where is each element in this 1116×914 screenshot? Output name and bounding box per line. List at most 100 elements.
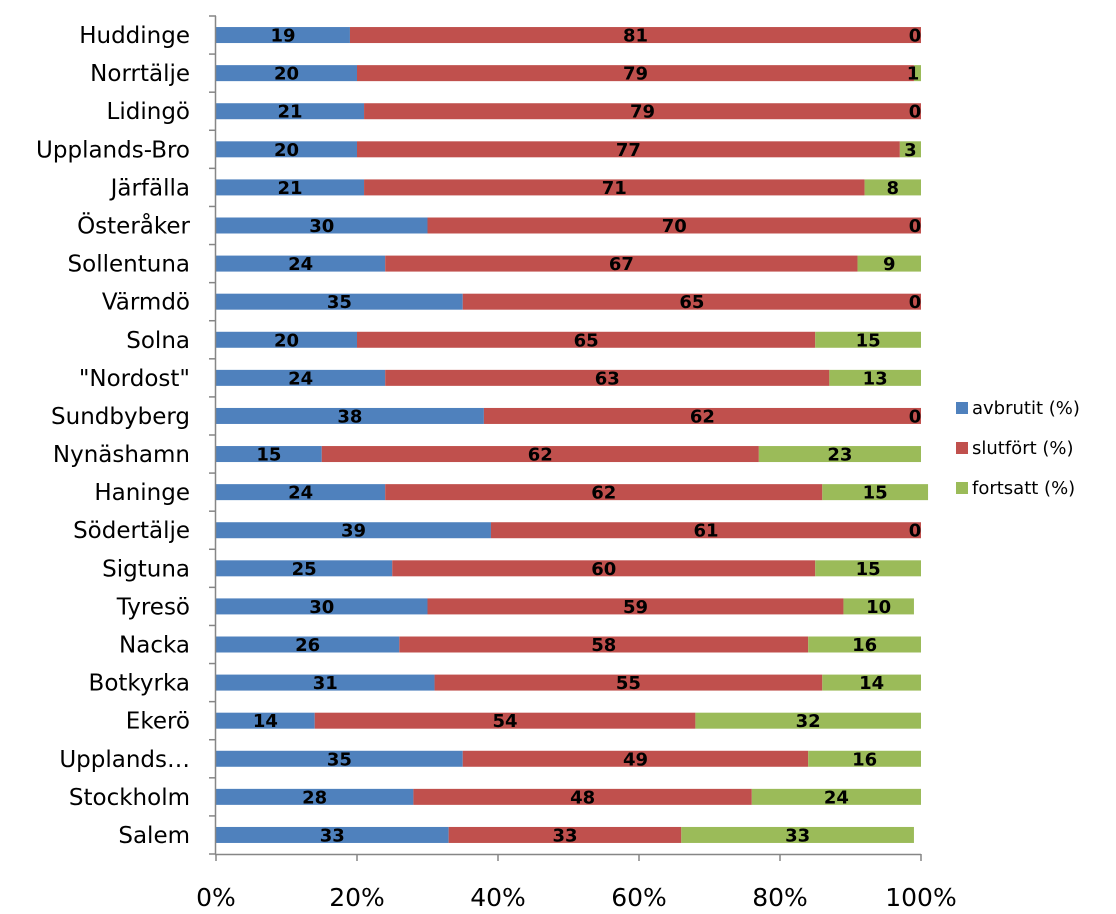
data-label: 0 [909,292,922,313]
bar-järfälla-series-2 [364,179,865,196]
bar-upplands-bro-series-2 [357,141,900,158]
category-label-upplands: Upplands… [59,747,190,773]
category-label-huddinge: Huddinge [79,23,190,49]
bar-upplands-bro-series-3 [899,141,921,158]
data-label: 24 [824,787,849,808]
bar-nordost-series-1 [216,369,386,386]
category-label-haninge: Haninge [94,480,190,506]
data-label: 48 [570,787,595,808]
category-label-värmdö: Värmdö [102,290,190,316]
data-label: 28 [302,787,327,808]
data-label: 38 [337,406,362,427]
bar-österåker-series-1 [216,217,428,234]
data-label: 24 [288,368,313,389]
bar-lidingö-series-2 [364,103,921,120]
bar-stockholm-series-1 [216,788,414,805]
data-label: 70 [662,216,687,237]
data-label: 49 [623,749,648,770]
data-label: 39 [341,521,366,542]
bar-ekerö-series-3 [695,712,921,729]
bar-sollentuna-series-1 [216,255,386,272]
data-label: 14 [253,711,278,732]
data-label: 0 [909,216,922,237]
data-label: 33 [552,825,577,846]
bar-järfälla-series-1 [216,179,365,196]
data-label: 62 [690,406,715,427]
data-label: 54 [493,711,518,732]
bar-nynäshamn-series-2 [321,446,759,463]
data-label: 35 [327,292,352,313]
data-label: 71 [602,178,627,199]
bar-salem-series-1 [216,826,449,843]
data-label: 9 [883,254,896,275]
category-label-järfälla: Järfälla [109,175,190,201]
category-label-botkyrka: Botkyrka [89,671,190,697]
bar-upplands-series-3 [808,750,921,767]
bar-värmdö-series-2 [462,293,921,310]
bar-solna-series-1 [216,331,357,348]
bar-nacka-series-2 [399,636,809,653]
bar-södertälje-series-1 [216,522,491,539]
bar-sollentuna-series-3 [857,255,921,272]
bar-värmdö-series-1 [216,293,463,310]
category-label-salem: Salem [118,823,190,849]
bar-stockholm-series-2 [413,788,752,805]
data-label: 58 [591,635,616,656]
category-label-stockholm: Stockholm [69,785,190,811]
data-label: 63 [595,368,620,389]
bar-norrtälje-series-3 [913,65,921,82]
bar-nacka-series-3 [808,636,921,653]
data-label: 60 [591,559,616,580]
category-label-nacka: Nacka [119,633,190,659]
bar-upplands-series-1 [216,750,463,767]
x-tick-label: 20% [329,883,385,912]
x-tick-label: 80% [752,883,808,912]
data-label: 0 [909,26,922,47]
x-tick-label: 0% [196,883,236,912]
data-label: 77 [616,140,641,161]
data-label: 0 [909,406,922,427]
legend-swatch-2 [956,442,968,454]
category-label-tyresö: Tyresö [116,594,190,620]
bar-järfälla-series-3 [864,179,921,196]
bar-tyresö-series-1 [216,598,428,615]
data-label: 21 [277,178,302,199]
data-label: 15 [256,445,281,466]
data-label: 30 [309,216,334,237]
bar-norrtälje-series-2 [357,65,914,82]
data-label: 33 [320,825,345,846]
category-label-upplands-bro: Upplands-Bro [36,137,190,163]
x-tick-label: 100% [885,883,956,912]
axes-layer [209,15,922,861]
bar-haninge-series-1 [216,484,386,501]
data-label: 79 [630,102,655,123]
legend: avbrutit (%) slutfört (%) fortsatt (%) [956,398,1080,499]
bar-sollentuna-series-2 [385,255,858,272]
data-label: 0 [909,521,922,542]
bar-nynäshamn-series-3 [758,446,921,463]
data-label: 25 [292,559,317,580]
bar-haninge-series-2 [385,484,823,501]
bar-nordost-series-2 [385,369,830,386]
data-label: 1 [907,64,920,85]
bar-solna-series-2 [357,331,816,348]
bar-sundbyberg-series-2 [483,407,921,424]
data-label: 3 [904,140,917,161]
bar-tyresö-series-2 [427,598,844,615]
data-label: 14 [859,673,884,694]
data-label: 26 [295,635,320,656]
bar-huddinge-series-1 [216,27,350,44]
bar-nynäshamn-series-1 [216,446,322,463]
category-label-solna: Solna [126,328,190,354]
data-label: 24 [288,254,313,275]
bar-södertälje-series-2 [490,522,921,539]
category-label-sollentuna: Sollentuna [68,252,190,278]
data-label: 55 [616,673,641,694]
data-label: 15 [856,330,881,351]
bar-upplands-series-2 [462,750,809,767]
category-label-sundbyberg: Sundbyberg [51,404,190,430]
data-label: 31 [313,673,338,694]
data-label: 67 [609,254,634,275]
bar-sigtuna-series-1 [216,560,393,577]
data-label: 21 [277,102,302,123]
